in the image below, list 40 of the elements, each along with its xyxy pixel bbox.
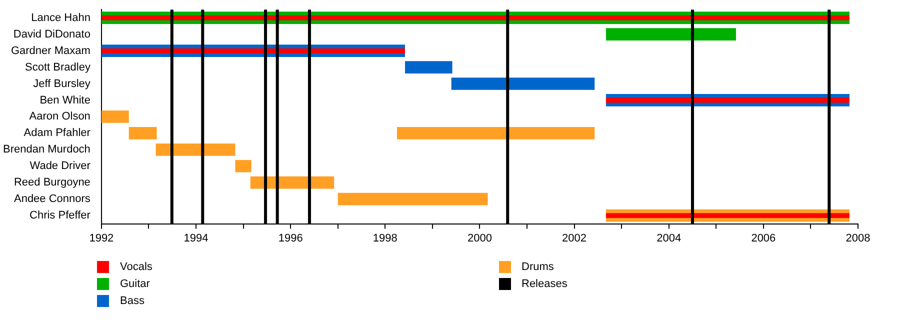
legend-label: Guitar <box>120 278 150 290</box>
bar <box>606 28 736 40</box>
y-tick-label: Adam Pfahler <box>24 127 91 140</box>
y-tick-label: Aaron Olson <box>29 110 90 123</box>
y-tick-label: Brendan Murdoch <box>2 144 90 156</box>
x-tick-label: 1992 <box>89 232 114 244</box>
y-tick-label: Jeff Bursley <box>33 78 91 90</box>
bar <box>101 15 850 20</box>
bar <box>128 127 157 140</box>
y-tick-label: Reed Burgoyne <box>14 176 90 189</box>
x-tick-label: 2008 <box>846 232 870 244</box>
y-tick-label: Ben White <box>40 94 90 106</box>
bar <box>338 192 488 206</box>
x-tick-label: 2004 <box>656 232 682 244</box>
y-tick-label: Gardner Maxam <box>10 44 90 57</box>
bar <box>405 61 452 74</box>
bar <box>101 110 129 123</box>
x-tick-label: 2002 <box>562 232 587 244</box>
x-tick-label: 2000 <box>467 232 492 244</box>
y-tick-label: David DiDonato <box>13 28 90 40</box>
x-tick-label: 2006 <box>751 232 776 244</box>
y-tick-label: Lance Hahn <box>31 12 90 24</box>
y-tick-label: Wade Driver <box>30 160 91 172</box>
x-tick-label: 1996 <box>278 232 303 244</box>
bar <box>101 48 406 54</box>
legend-label: Drums <box>522 260 554 272</box>
bar <box>235 160 252 172</box>
bar <box>396 127 595 140</box>
x-tick-label: 1994 <box>184 232 208 244</box>
y-tick-label: Andee Connors <box>14 193 91 206</box>
y-tick-label: Scott Bradley <box>25 61 91 74</box>
bar <box>451 78 595 90</box>
bar <box>250 176 334 189</box>
legend-label: Releases <box>522 278 568 290</box>
x-tick-label: 1998 <box>372 232 398 244</box>
bar <box>606 213 850 218</box>
legend-label: Bass <box>120 294 144 306</box>
legend-label: Vocals <box>120 260 152 272</box>
bar <box>156 143 236 156</box>
y-tick-label: Chris Pfeffer <box>30 210 91 222</box>
